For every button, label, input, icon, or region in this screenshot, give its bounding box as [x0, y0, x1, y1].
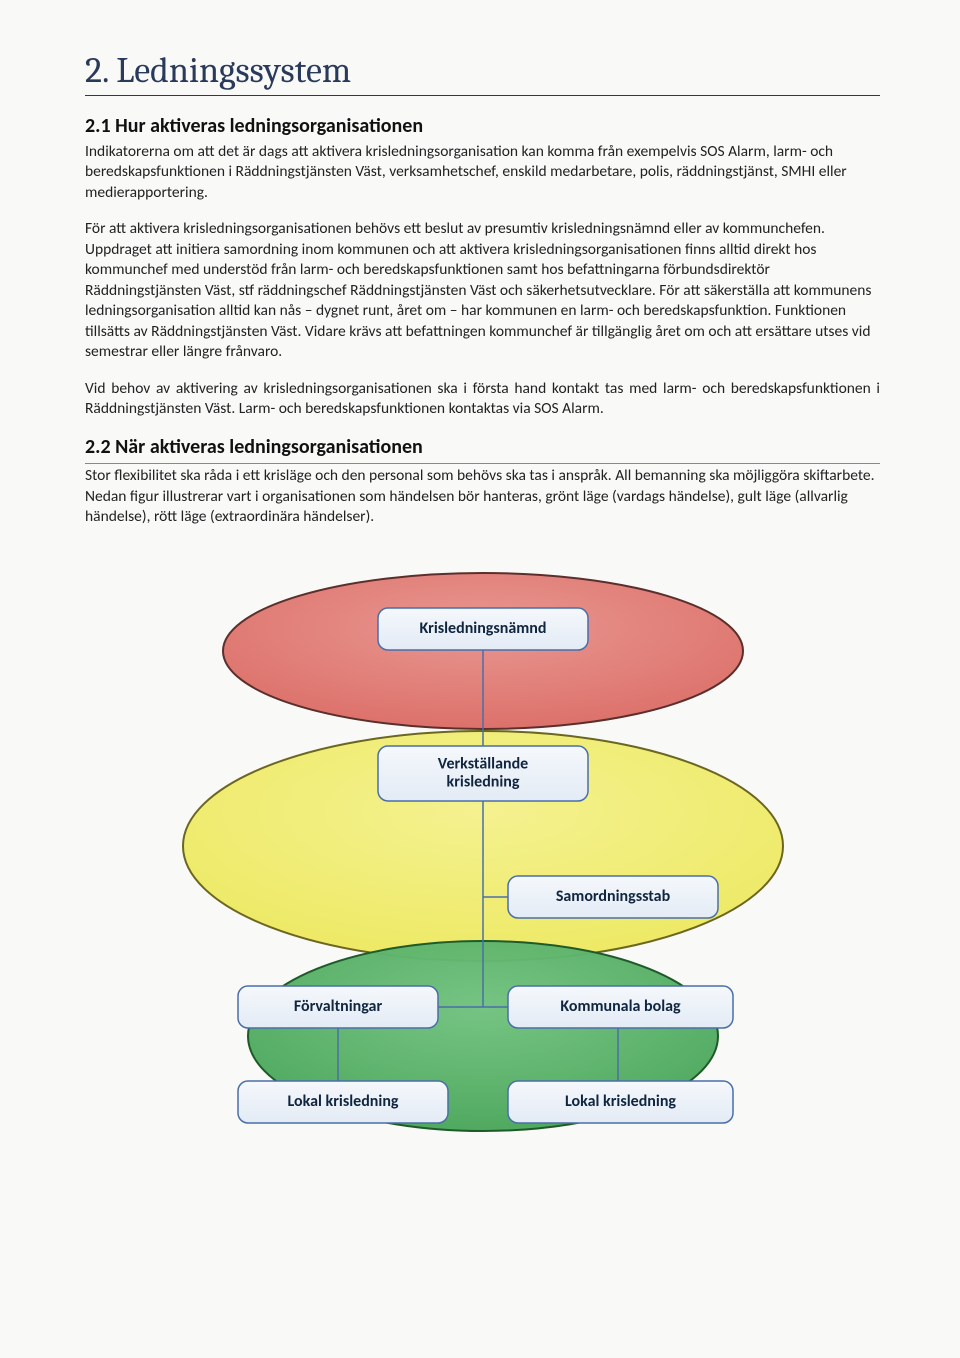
page-title: 2. Ledningssystem	[85, 50, 880, 96]
paragraph: Stor flexibilitet ska råda i ett krisläg…	[85, 466, 880, 527]
svg-text:Kommunala bolag: Kommunala bolag	[560, 997, 681, 1016]
diagram-box-verkstall: Verkställandekrisledning	[378, 746, 588, 801]
org-diagram: Krisledningsnämnd Verkställandekrislednin…	[85, 546, 880, 1146]
section-heading-2-1: 2.1 Hur aktiveras ledningsorganisationen	[85, 114, 880, 138]
diagram-box-krisnamnd: Krisledningsnämnd	[378, 608, 588, 650]
svg-text:Krisledningsnämnd: Krisledningsnämnd	[419, 619, 546, 638]
diagram-box-forvalt: Förvaltningar	[238, 986, 438, 1028]
svg-text:Samordningsstab: Samordningsstab	[555, 887, 670, 906]
diagram-box-lokal2: Lokal krisledning	[508, 1081, 733, 1123]
svg-text:Förvaltningar: Förvaltningar	[293, 997, 382, 1016]
svg-text:krisledning: krisledning	[446, 772, 519, 791]
paragraph: Indikatorerna om att det är dags att akt…	[85, 142, 880, 203]
diagram-box-samord: Samordningsstab	[508, 876, 718, 918]
svg-text:Lokal krisledning: Lokal krisledning	[287, 1092, 398, 1111]
org-diagram-svg: Krisledningsnämnd Verkställandekrislednin…	[163, 546, 803, 1146]
paragraph: För att aktivera krisledningsorganisatio…	[85, 219, 880, 362]
diagram-box-lokal1: Lokal krisledning	[238, 1081, 448, 1123]
paragraph: Vid behov av aktivering av krisledningso…	[85, 379, 880, 420]
diagram-box-kommbolag: Kommunala bolag	[508, 986, 733, 1028]
section-heading-2-2: 2.2 När aktiveras ledningsorganisationen	[85, 435, 880, 459]
svg-text:Lokal krisledning: Lokal krisledning	[565, 1092, 676, 1111]
svg-text:Verkställande: Verkställande	[437, 754, 527, 773]
divider	[85, 463, 880, 464]
